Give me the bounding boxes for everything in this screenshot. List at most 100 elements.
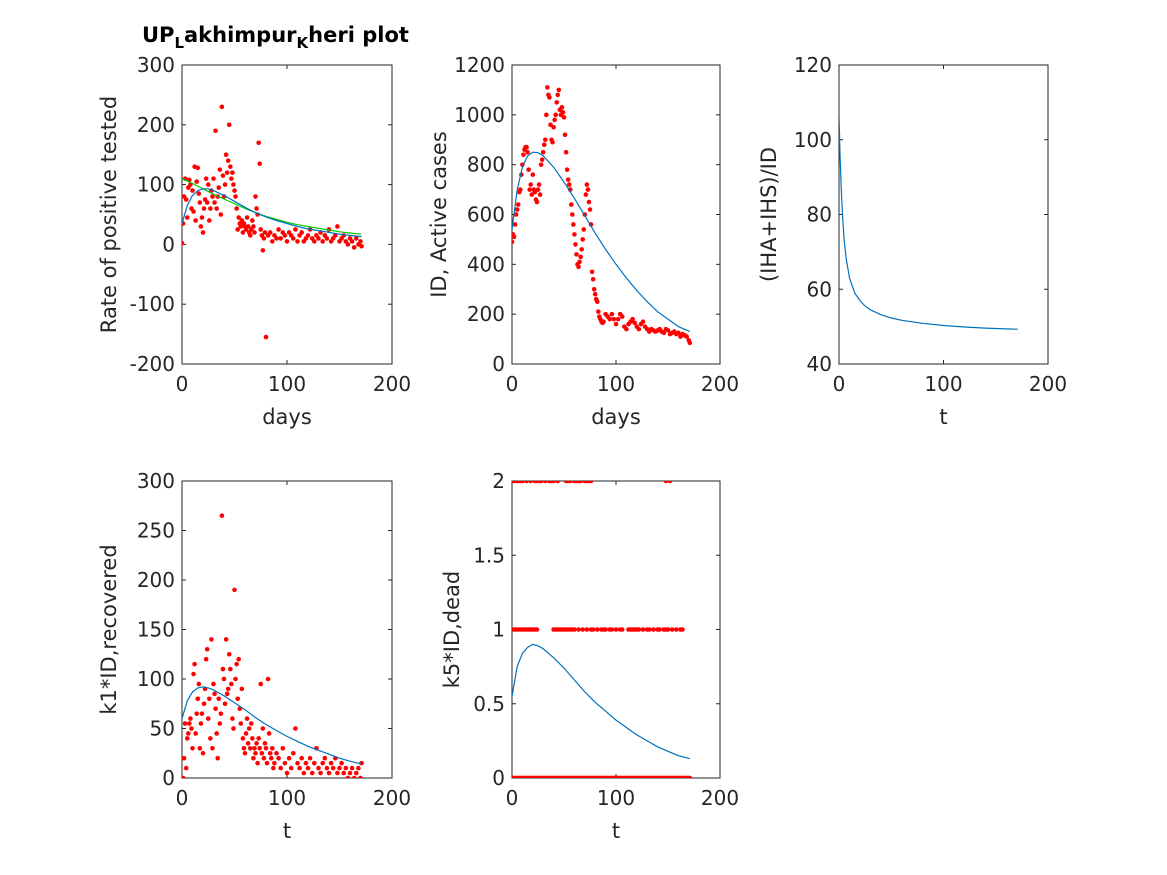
- x-tick-label: 0: [506, 372, 519, 396]
- data-point: [182, 775, 186, 778]
- data-point: [233, 194, 238, 199]
- data-point: [247, 233, 253, 238]
- data-point: [572, 627, 577, 632]
- data-point: [200, 230, 206, 235]
- data-point: [236, 656, 241, 662]
- y-tick-label: 0: [162, 232, 175, 256]
- data-point: [354, 236, 359, 241]
- data-point: [276, 227, 281, 232]
- data-point: [358, 775, 363, 778]
- data-point: [284, 770, 290, 776]
- x-tick-label: 0: [176, 786, 189, 810]
- data-point: [247, 746, 253, 751]
- data-point: [326, 770, 332, 776]
- data-point: [258, 681, 264, 687]
- data-point: [345, 242, 351, 247]
- data-point: [613, 627, 619, 632]
- data-point: [195, 696, 201, 702]
- data-point: [552, 117, 557, 123]
- data-point: [210, 746, 215, 751]
- data-point: [358, 239, 363, 244]
- fit-line: [182, 178, 362, 235]
- y-tick-label: 1000: [454, 103, 505, 127]
- data-point: [235, 696, 240, 702]
- data-point: [632, 320, 638, 326]
- data-point: [257, 746, 263, 751]
- subplot-dead: 0 100 200 0 0.5 1 1.5 2 t k5*ID,dead: [440, 469, 739, 843]
- data-point: [584, 627, 590, 632]
- data-point: [535, 187, 541, 192]
- data-point: [512, 239, 515, 245]
- data-point: [594, 299, 600, 305]
- data-point: [183, 197, 189, 202]
- data-point: [234, 206, 239, 211]
- data-point: [619, 627, 625, 632]
- data-point: [255, 760, 260, 766]
- data-point: [204, 647, 210, 652]
- x-axis-label: t: [283, 819, 291, 843]
- data-point: [609, 311, 615, 317]
- data-point: [274, 236, 279, 241]
- data-point: [280, 746, 286, 751]
- data-point: [611, 316, 617, 322]
- data-point: [303, 760, 309, 766]
- data-point: [587, 207, 593, 212]
- data-point: [318, 770, 323, 776]
- data-point: [607, 316, 613, 322]
- data-point: [210, 194, 215, 199]
- data-point: [564, 167, 570, 172]
- data-point: [322, 755, 328, 761]
- data-point: [309, 770, 315, 776]
- y-axis-label: ID, Active cases: [427, 131, 451, 298]
- data-point: [286, 755, 292, 761]
- y-tick-label: 80: [807, 203, 832, 227]
- data-point: [244, 716, 250, 721]
- data-point: [669, 627, 675, 632]
- data-point: [201, 206, 207, 211]
- data-point: [354, 770, 359, 776]
- model-line: [182, 686, 362, 765]
- x-tick-label: 100: [597, 786, 635, 810]
- data-point: [244, 215, 250, 220]
- data-point: [205, 182, 211, 187]
- data-point: [270, 239, 275, 244]
- data-point: [218, 212, 224, 217]
- data-point: [573, 242, 578, 247]
- data-point: [551, 124, 556, 130]
- data-point: [226, 651, 232, 657]
- data-point: [224, 170, 230, 175]
- data-point: [256, 140, 261, 146]
- data-point: [684, 334, 690, 339]
- data-point: [305, 765, 311, 771]
- data-point: [213, 706, 218, 711]
- data-point: [527, 187, 532, 192]
- data-point: [609, 627, 615, 632]
- data-point: [545, 85, 550, 90]
- data-point: [581, 227, 587, 232]
- data-point: [282, 233, 288, 238]
- data-point: [590, 627, 596, 632]
- data-point: [195, 165, 201, 171]
- data-point: [539, 157, 545, 162]
- data-point: [529, 192, 535, 197]
- subplot-recovered: 0 100 200 0 50 100 150 200 250 300 t k1*ID,recovere…: [97, 469, 411, 843]
- data-point: [594, 627, 600, 632]
- data-point: [199, 711, 205, 716]
- data-point: [561, 115, 567, 120]
- data-point: [192, 661, 197, 667]
- data-point: [356, 765, 361, 771]
- x-axis-label: days: [591, 405, 641, 429]
- data-point: [251, 224, 256, 229]
- y-axis-label: k1*ID,recovered: [97, 544, 121, 714]
- data-point: [351, 775, 357, 778]
- y-tick-label: -100: [130, 292, 175, 316]
- data-point: [513, 212, 519, 217]
- data-point: [217, 721, 223, 726]
- data-point: [528, 182, 534, 187]
- data-point: [230, 170, 235, 175]
- data-point: [324, 765, 330, 771]
- data-point: [241, 746, 247, 751]
- data-point: [262, 230, 268, 235]
- data-point: [272, 760, 277, 766]
- data-point: [640, 627, 646, 632]
